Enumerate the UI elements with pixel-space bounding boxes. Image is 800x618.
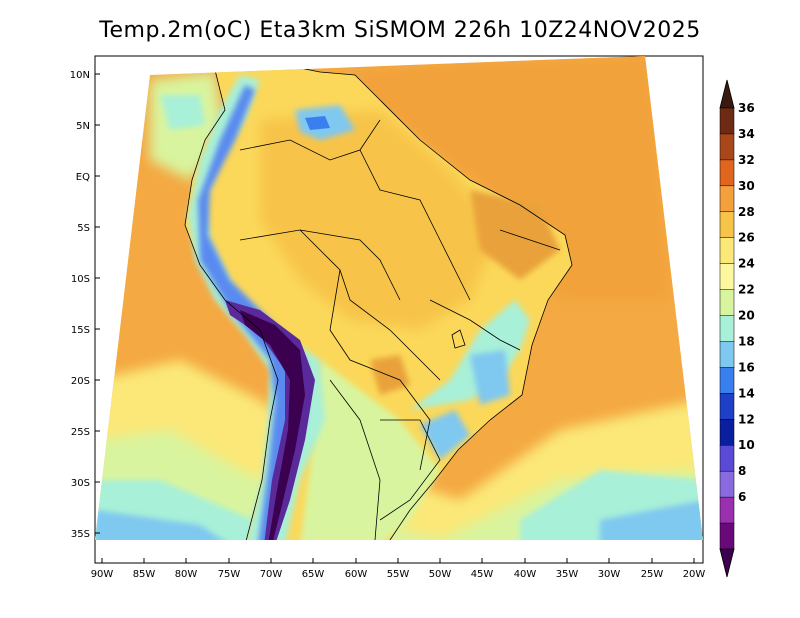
colorbar-segment (719, 522, 735, 550)
colorbar-segment (719, 393, 735, 420)
lon-label: 45W (471, 569, 494, 580)
lon-label: 65W (302, 569, 325, 580)
colorbar-segment (719, 263, 735, 291)
colorbar-label: 22 (738, 283, 755, 297)
colorbar-segment (719, 419, 735, 446)
lon-label: 35W (556, 569, 579, 580)
colorbar-label: 12 (738, 412, 755, 426)
lon-label: 60W (345, 569, 368, 580)
colorbar-segment (719, 133, 735, 161)
colorbar-label: 8 (738, 464, 746, 478)
lat-label: 5S (77, 223, 90, 234)
lon-label: 85W (133, 569, 156, 580)
lat-label: 30S (71, 478, 90, 489)
colorbar-segment (719, 341, 735, 368)
colorbar-label: 16 (738, 360, 755, 374)
lat-label: 10N (70, 70, 90, 81)
colorbar-segment (719, 367, 735, 394)
colorbar-cap-bottom (719, 548, 735, 578)
colorbar-segment (719, 496, 735, 524)
lat-label: 15S (71, 325, 90, 336)
colorbar-segment (719, 237, 735, 265)
colorbar: 36 34 32 30 28 26 24 22 20 18 16 14 12 10 8 6 (719, 79, 755, 578)
colorbar-label: 14 (738, 386, 755, 400)
lon-label: 30W (598, 569, 621, 580)
latitude-axis: 10N 5N EQ 5S 10S 15S 20S 25S 30S 35S (70, 70, 100, 540)
lat-label: 10S (71, 274, 90, 285)
temperature-field (95, 56, 703, 540)
lon-label: 40W (514, 569, 537, 580)
lon-label: 75W (218, 569, 241, 580)
map-title: Temp.2m(oC) Eta3km SiSMOM 226h 10Z24NOV2… (99, 18, 701, 43)
country-boundaries (184, 61, 573, 540)
colorbar-label: 34 (738, 127, 755, 141)
lon-label: 50W (429, 569, 452, 580)
lat-label: 25S (71, 427, 90, 438)
lat-label: EQ (76, 172, 90, 183)
lon-label: 25W (641, 569, 664, 580)
colorbar-label: 26 (738, 231, 755, 245)
colorbar-segment (719, 211, 735, 239)
colorbar-segment (719, 470, 735, 498)
colorbar-segment (719, 289, 735, 317)
colorbar-segment (719, 107, 735, 135)
colorbar-label: 30 (738, 179, 755, 193)
lon-label: 70W (260, 569, 283, 580)
colorbar-segment (719, 185, 735, 213)
lat-label: 5N (76, 121, 90, 132)
lat-label: 20S (71, 376, 90, 387)
colorbar-cap-top (719, 79, 735, 109)
colorbar-segment (719, 444, 735, 472)
colorbar-segment (719, 159, 735, 187)
colorbar-label: 24 (738, 257, 755, 271)
lat-label: 35S (71, 529, 90, 540)
lon-label: 55W (387, 569, 410, 580)
colorbar-label: 6 (738, 490, 746, 504)
colorbar-label: 10 (738, 438, 755, 452)
colorbar-label: 20 (738, 309, 755, 323)
colorbar-label: 32 (738, 153, 755, 167)
colorbar-segment (719, 315, 735, 343)
lon-label: 80W (175, 569, 198, 580)
lon-label: 20W (683, 569, 706, 580)
longitude-axis: 90W 85W 80W 75W 70W 65W 60W 55W 50W 45W … (91, 558, 706, 580)
colorbar-label: 18 (738, 334, 755, 348)
colorbar-label: 28 (738, 205, 755, 219)
colorbar-label: 36 (738, 101, 755, 115)
lon-label: 90W (91, 569, 114, 580)
